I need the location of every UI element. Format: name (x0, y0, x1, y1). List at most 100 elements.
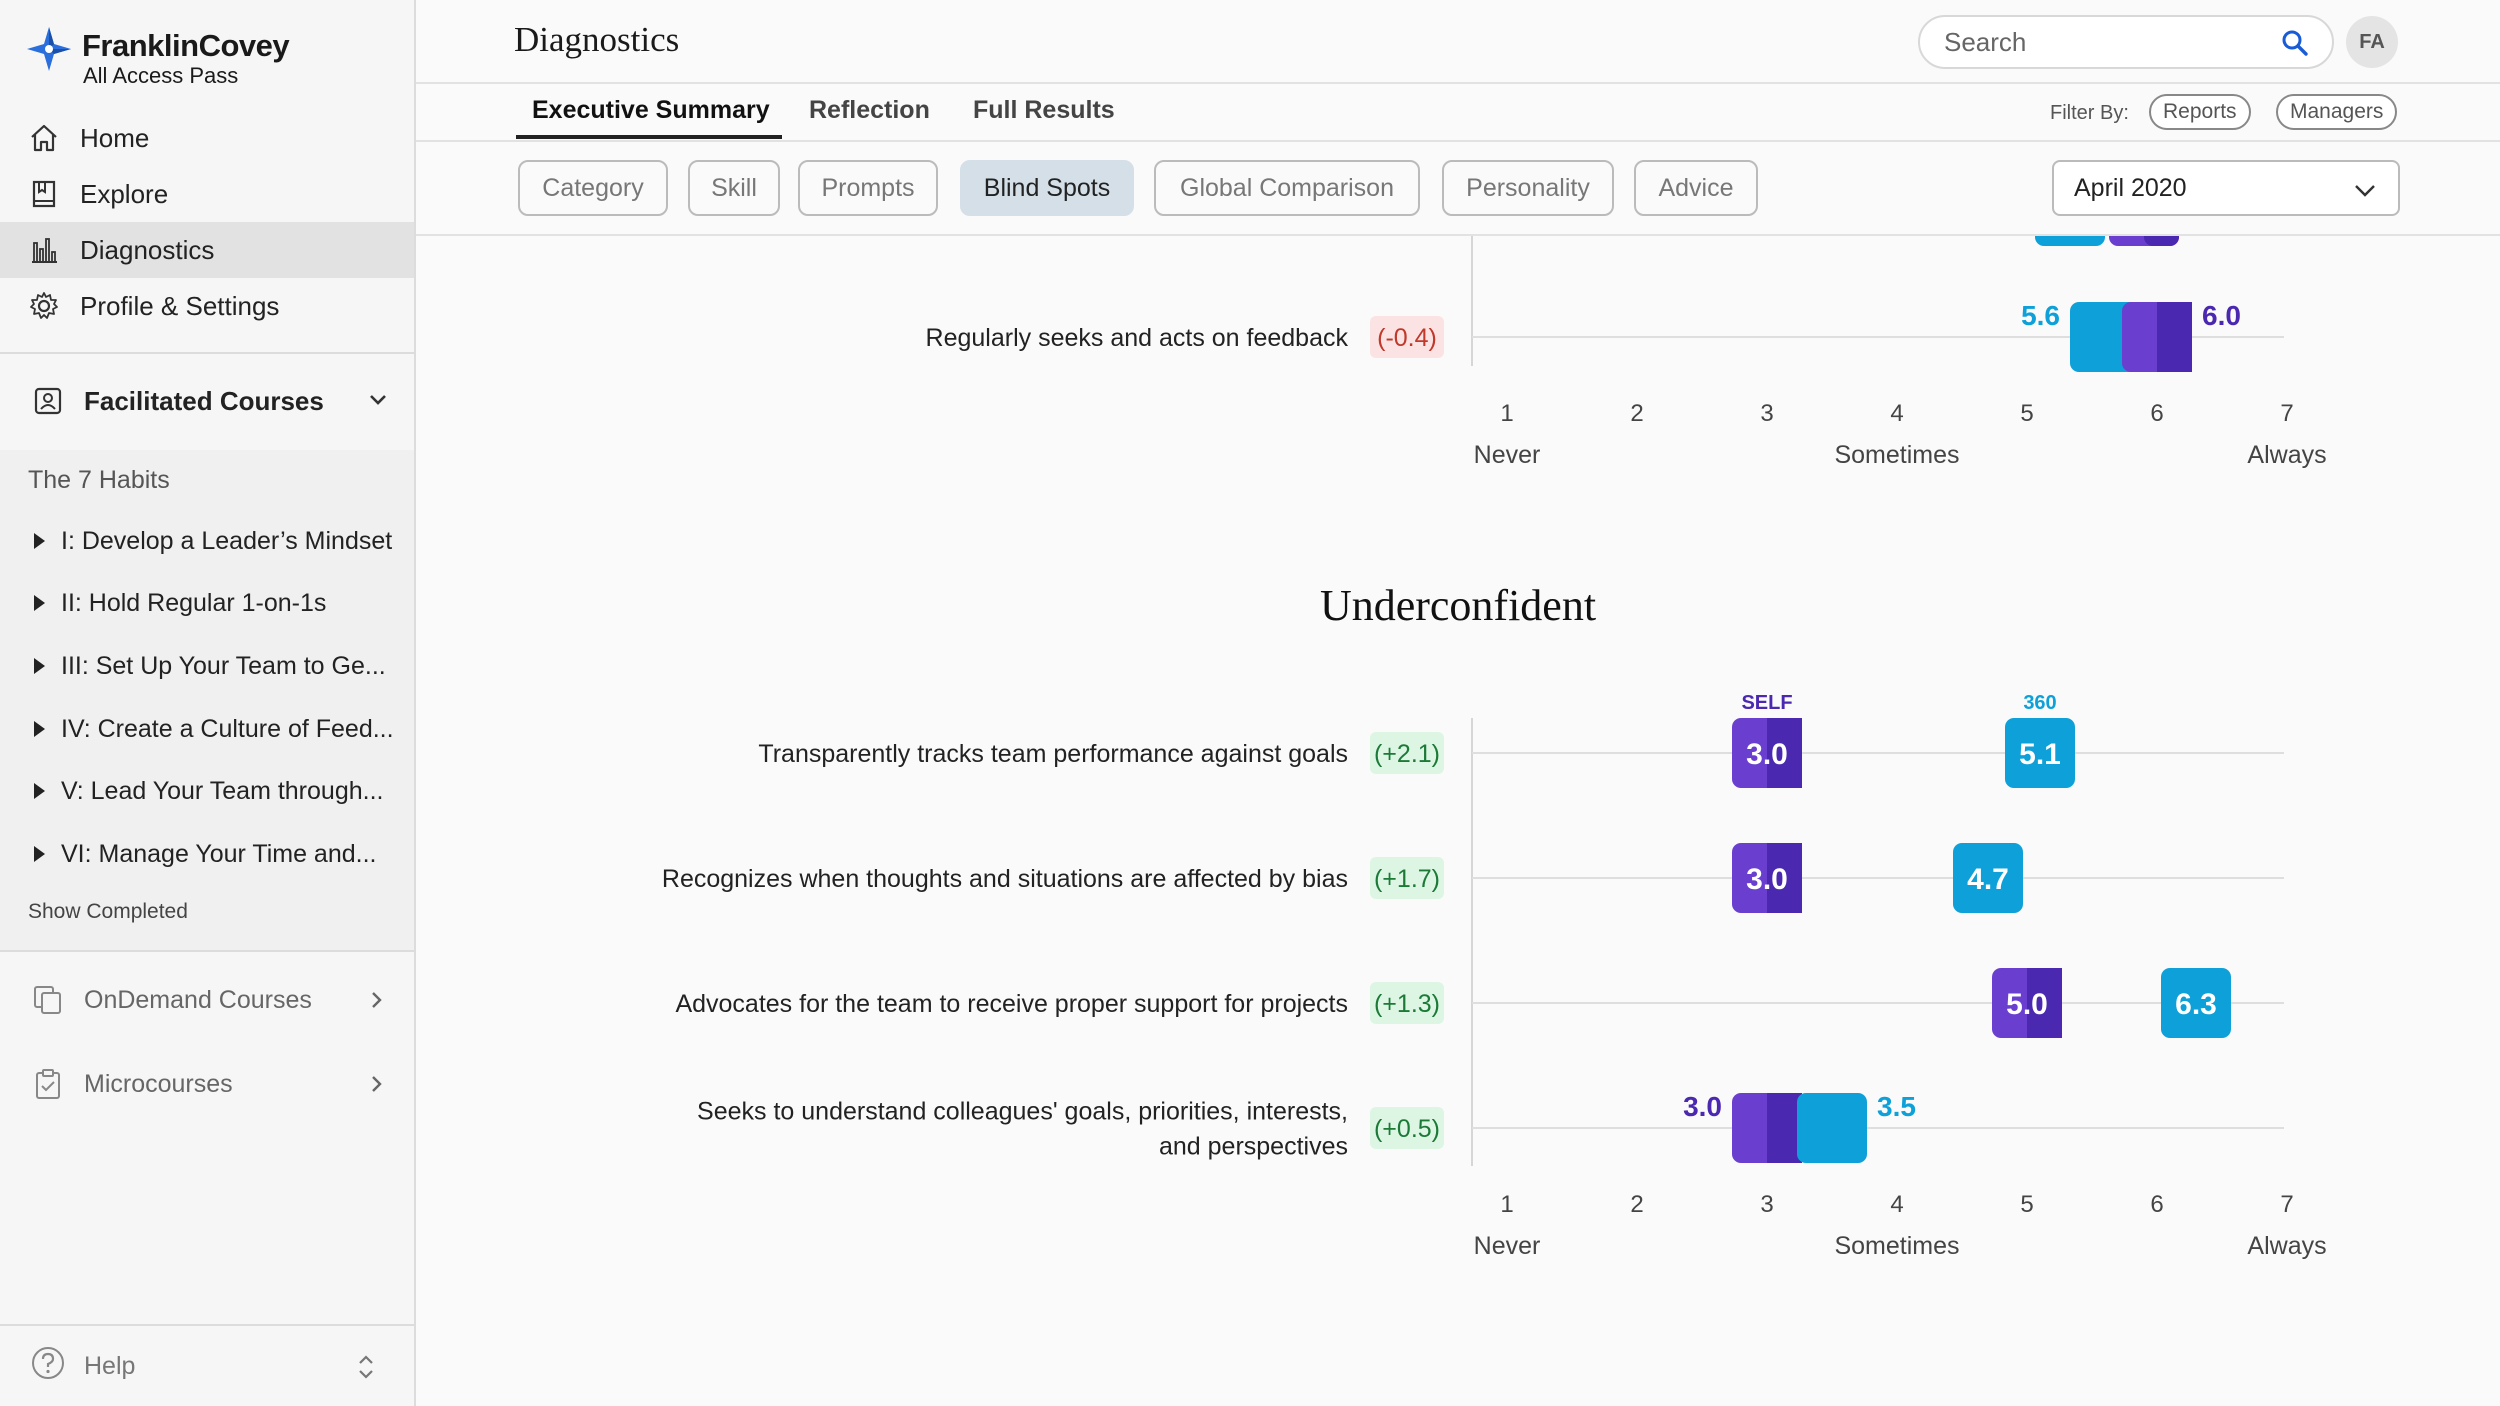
page-title: Diagnostics (514, 20, 680, 59)
nav-item-profile-settings[interactable]: Profile & Settings (0, 278, 414, 334)
top-bar: Diagnostics FA (416, 0, 2500, 84)
chip-personality[interactable]: Personality (1442, 160, 1614, 216)
skill-label: Recognizes when thoughts and situations … (662, 865, 1348, 893)
r360-score-value: 3.5 (1877, 1091, 1916, 1122)
self-score-marker-shade (2183, 302, 2192, 372)
nav-label: Diagnostics (80, 234, 215, 265)
self-score-marker-shade (2053, 968, 2062, 1038)
self-score-marker-shade (1793, 718, 1802, 788)
difference-badge-value: (-0.4) (1377, 324, 1437, 352)
copy-pages-icon (32, 984, 64, 1016)
chip-category[interactable]: Category (518, 160, 668, 216)
active-tab-indicator (516, 135, 782, 139)
filter-managers-button[interactable]: Managers (2276, 94, 2398, 130)
person-card-icon (32, 385, 64, 417)
habit-label: IV: Create a Culture of Feed... (61, 714, 394, 743)
tab-executive-summary[interactable]: Executive Summary (532, 96, 770, 124)
chevron-down-icon (2352, 178, 2378, 209)
section-title: Underconfident (1320, 581, 1596, 630)
self-score-marker-partial-shade (2144, 236, 2179, 246)
r360-score-marker-partial (2035, 236, 2105, 246)
chip-skill[interactable]: Skill (688, 160, 780, 216)
view-filter-bar: Category Skill Prompts Blind Spots Globa… (416, 142, 2500, 236)
date-select-value: April 2020 (2074, 173, 2187, 202)
x-tick-word: Never (1474, 1232, 1541, 1260)
r360-score-marker (1953, 843, 2023, 913)
habit-item[interactable]: II: Hold Regular 1-on-1s (0, 578, 414, 628)
ondemand-courses-nav[interactable]: OnDemand Courses (0, 968, 414, 1032)
nav-label: Profile & Settings (80, 290, 280, 321)
nav-item-explore[interactable]: Explore (0, 166, 414, 222)
x-tick-label: 6 (2150, 1191, 2163, 1218)
tab-reflection[interactable]: Reflection (809, 96, 930, 124)
habit-item[interactable]: III: Set Up Your Team to Ge... (0, 641, 414, 691)
self-score-marker-shade (1793, 843, 1802, 913)
filter-reports-button[interactable]: Reports (2149, 94, 2251, 130)
blind-spots-chart: Regularly seeks and acts on feedback (-0.… (662, 236, 2327, 1260)
avatar[interactable]: FA (2346, 16, 2398, 68)
tab-full-results[interactable]: Full Results (973, 96, 1115, 124)
nav-label: Explore (80, 178, 169, 209)
skill-label: and perspectives (1159, 1133, 1348, 1161)
caret-right-icon (34, 846, 45, 862)
chevron-down-icon (366, 388, 390, 419)
skill-label: Transparently tracks team performance ag… (758, 740, 1348, 768)
book-icon (28, 178, 60, 210)
difference-badge (1370, 732, 1444, 774)
ondemand-label: OnDemand Courses (84, 985, 312, 1014)
habit-label: I: Develop a Leader’s Mindset (61, 526, 393, 555)
sidebar-divider (0, 950, 414, 952)
r360-score-marker (2161, 968, 2231, 1038)
habit-item[interactable]: IV: Create a Culture of Feed... (0, 704, 414, 754)
search-box[interactable] (1918, 15, 2334, 69)
habit-item[interactable]: VI: Manage Your Time and... (0, 829, 414, 879)
legend-360-label: 360 (2023, 692, 2056, 714)
brand-logo[interactable]: FranklinCovey All Access Pass (26, 26, 386, 88)
chevron-updown-icon (356, 1352, 376, 1389)
brand-subtitle: All Access Pass (83, 63, 239, 88)
x-tick-label: 1 (1500, 400, 1513, 427)
chip-global-comparison[interactable]: Global Comparison (1154, 160, 1420, 216)
x-tick-label: 1 (1500, 1191, 1513, 1218)
search-input[interactable] (1944, 27, 2264, 57)
nav-item-home[interactable]: Home (0, 110, 414, 166)
difference-badge (1370, 316, 1444, 358)
x-tick-label: 7 (2280, 1191, 2293, 1218)
habits-title: The 7 Habits (28, 466, 170, 494)
x-tick-word: Never (1474, 441, 1541, 469)
microcourses-label: Microcourses (84, 1069, 233, 1098)
x-tick-label: 3 (1760, 1191, 1773, 1218)
compass-star-icon (27, 27, 71, 71)
bar-chart-icon (28, 234, 60, 266)
r360-score-marker (1797, 1093, 1867, 1163)
filter-by-label: Filter By: (2050, 102, 2129, 124)
show-completed-link[interactable]: Show Completed (28, 900, 188, 923)
chip-prompts[interactable]: Prompts (798, 160, 938, 216)
skill-label: Advocates for the team to receive proper… (675, 990, 1348, 1018)
caret-right-icon (34, 721, 45, 737)
chip-advice[interactable]: Advice (1634, 160, 1758, 216)
difference-badge-value: (+0.5) (1374, 1115, 1440, 1143)
help-button[interactable]: Help (0, 1324, 414, 1406)
date-select[interactable]: April 2020 (2052, 160, 2400, 216)
facilitated-courses-label: Facilitated Courses (84, 385, 324, 416)
home-icon (28, 122, 60, 154)
chip-blind-spots[interactable]: Blind Spots (960, 160, 1134, 216)
blind-spots-content: Regularly seeks and acts on feedback (-0.… (416, 236, 2500, 1406)
difference-badge (1370, 1107, 1444, 1149)
question-circle-icon (30, 1345, 66, 1388)
facilitated-courses-toggle[interactable]: Facilitated Courses (0, 366, 414, 436)
help-label: Help (84, 1351, 136, 1380)
x-tick-label: 5 (2020, 400, 2033, 427)
habit-item[interactable]: V: Lead Your Team through... (0, 766, 414, 816)
habit-item[interactable]: I: Develop a Leader’s Mindset (0, 516, 414, 566)
search-icon[interactable] (2280, 28, 2310, 63)
nav-item-diagnostics[interactable]: Diagnostics (0, 222, 414, 278)
r360-score-marker (2005, 718, 2075, 788)
clipboard-check-icon (32, 1068, 64, 1100)
skill-label: Seeks to understand colleagues' goals, p… (697, 1098, 1348, 1126)
difference-badge-value: (+1.3) (1374, 990, 1440, 1018)
difference-badge-value: (+1.7) (1374, 865, 1440, 893)
x-tick-label: 4 (1890, 1191, 1903, 1218)
microcourses-nav[interactable]: Microcourses (0, 1052, 414, 1116)
